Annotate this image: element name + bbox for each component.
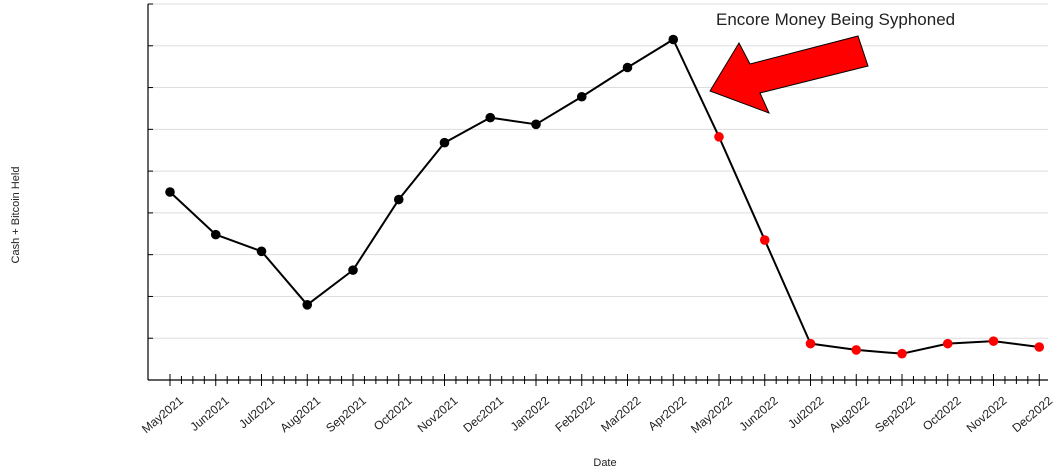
x-tick-label: Feb2022 — [552, 393, 598, 434]
x-tick-label: Sep2022 — [872, 393, 918, 435]
x-tick-label: Sep2021 — [323, 393, 369, 435]
x-tick-label: Nov2022 — [964, 393, 1010, 435]
data-point — [851, 345, 862, 355]
x-tick-label: Nov2021 — [415, 393, 461, 435]
x-tick-label: May2022 — [688, 393, 735, 436]
series-cash-bitcoin — [165, 34, 1045, 359]
data-point — [165, 187, 175, 197]
data-point — [988, 336, 999, 346]
data-point — [576, 91, 587, 102]
data-point — [348, 265, 358, 275]
x-tick-label: Jun2021 — [187, 393, 232, 434]
data-point — [1034, 342, 1045, 352]
x-ticks: May2021 Jun2021 Jul2021 Aug2021 Sep2021 Oct20… — [139, 374, 1055, 436]
y-axis-title: Cash + Bitcoin Held — [10, 167, 22, 264]
data-point — [439, 137, 450, 148]
x-tick-label: Oct2021 — [371, 393, 415, 433]
x-tick-label: Jul2022 — [785, 393, 826, 431]
data-point — [531, 119, 541, 130]
x-tick-label: Aug2021 — [277, 393, 323, 435]
data-point — [622, 62, 633, 73]
x-tick-label: Oct2022 — [920, 393, 964, 433]
annotation-arrow — [709, 35, 869, 114]
data-point — [393, 194, 404, 205]
x-tick-label: Dec2021 — [460, 393, 506, 435]
data-point — [302, 300, 313, 310]
data-point — [759, 235, 770, 245]
annotation-group: Encore Money Being Syphoned — [709, 10, 955, 114]
axes — [147, 3, 1048, 381]
gridlines — [148, 3, 1048, 339]
x-tick-label: May2021 — [139, 393, 186, 436]
x-tick-label: Mar2022 — [598, 393, 644, 434]
data-point — [942, 338, 953, 349]
x-tick-label: Jul2021 — [236, 393, 277, 431]
series-line — [169, 38, 1040, 355]
data-point — [256, 246, 267, 257]
data-point — [897, 348, 907, 359]
data-point — [668, 34, 679, 45]
data-point — [485, 112, 496, 123]
x-tick-label: Aug2022 — [826, 393, 872, 435]
x-tick-label: Jan2022 — [508, 393, 553, 434]
x-tick-label: Dec2022 — [1009, 393, 1055, 435]
x-tick-label: Jun2022 — [736, 393, 781, 434]
annotation-text: Encore Money Being Syphoned — [716, 10, 955, 29]
data-point — [714, 132, 724, 142]
x-tick-label: Apr2022 — [645, 393, 689, 433]
data-point — [805, 338, 816, 349]
x-axis-title: Date — [593, 457, 616, 469]
data-point — [210, 229, 221, 240]
